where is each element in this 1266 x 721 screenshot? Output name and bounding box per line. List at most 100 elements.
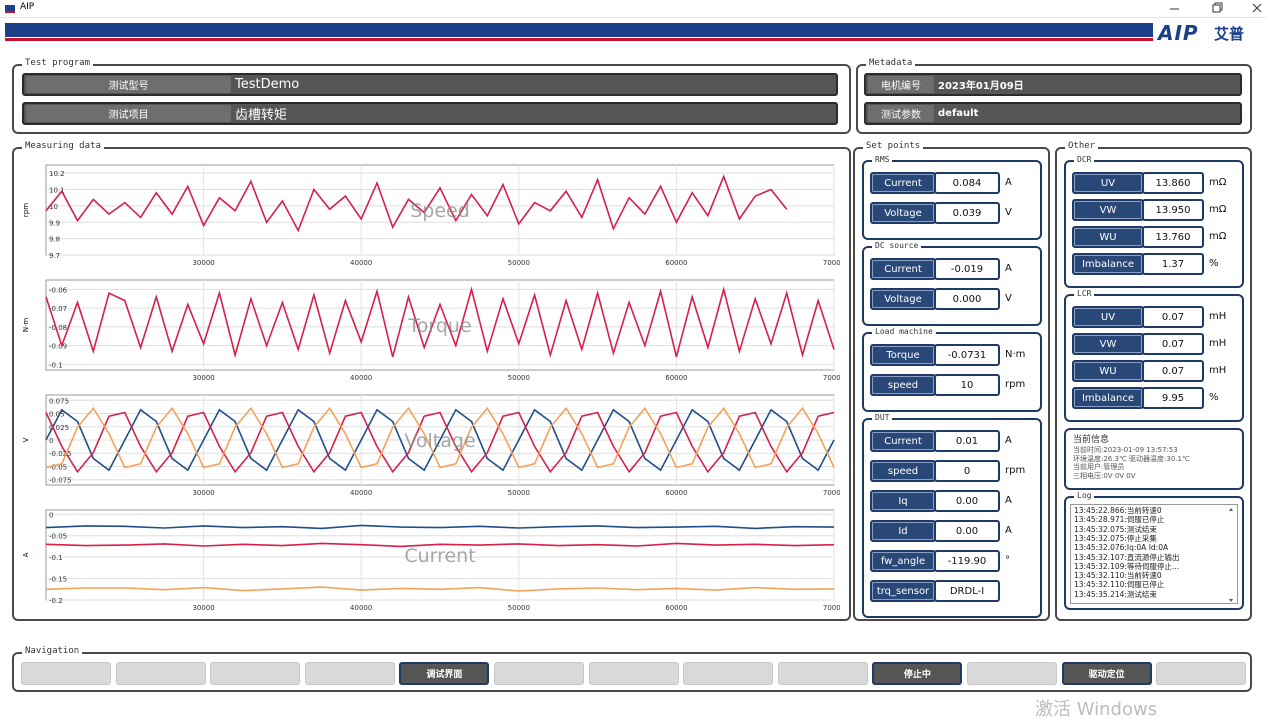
value-unit: mH [1209, 365, 1227, 376]
nav-button[interactable]: 调试界面 [399, 662, 490, 685]
x-tick-label: 40000 [350, 259, 372, 267]
chart-watermark: Current [404, 545, 475, 567]
series-line [45, 408, 835, 472]
value-box: -0.0731 [934, 344, 1000, 366]
nav-button[interactable]: 驱动定位 [1061, 662, 1152, 685]
nav-button [115, 662, 206, 685]
other-panel: Other DCR UV 13.860 mΩ VW 13.950 mΩ WU 13.760 mΩ Im… [1055, 141, 1252, 621]
value-unit: N·m [1005, 349, 1026, 360]
group-title: LCR [1074, 289, 1095, 298]
panel-title: Test program [22, 58, 94, 68]
log-line: 13:45:35.214:测试结束 [1074, 589, 1157, 599]
group-box: RMS Current 0.084 A Voltage 0.039 V [862, 155, 1042, 240]
log-line: 13:45:32.110:当前转速0 [1074, 571, 1162, 581]
scrollbar[interactable] [1227, 507, 1235, 603]
value-label: Iq [870, 490, 936, 512]
y-tick-label: 0.025 [49, 424, 69, 432]
y-tick-label: 0.075 [49, 397, 69, 405]
nav-button[interactable]: 停止中 [872, 662, 963, 685]
group-title: DCR [1074, 155, 1095, 164]
window-controls[interactable] [1160, 0, 1266, 18]
info-box: 当前信息 当前时间:2023-01-09 13:57:53 环境温度:26.3℃ 驱… [1064, 428, 1244, 490]
log-box: Log 13:45:22.866:当前转速0 13:45:28.971:伺服已停止 1… [1064, 491, 1244, 610]
value-box: 0.00 [934, 490, 1000, 512]
info-line: 当前用户:管理员 [1073, 463, 1125, 471]
value-unit: A [1005, 177, 1012, 188]
nav-button [683, 662, 774, 685]
plot-area [45, 164, 835, 256]
y-tick-label: -0.025 [49, 450, 72, 458]
field-value: default [938, 108, 979, 119]
group-box: DCR UV 13.860 mΩ VW 13.950 mΩ WU 13.760 mΩ Imbalan… [1064, 155, 1244, 288]
value-unit: A [1005, 263, 1012, 274]
series-line [45, 411, 835, 474]
value-label: WU [1072, 360, 1144, 382]
field-row: 测试项目 齿槽转矩 [22, 102, 838, 125]
series-line [45, 406, 835, 469]
value-label: speed [870, 460, 936, 482]
nav-button [777, 662, 868, 685]
field-row: 测试型号 TestDemo [22, 73, 838, 96]
plot-area [45, 509, 835, 601]
y-axis-label: rpm [22, 203, 30, 217]
value-box: 9.95 [1142, 387, 1204, 409]
y-tick-label: -0.2 [49, 597, 63, 605]
title-bar: AIP [0, 0, 1266, 18]
field-value: TestDemo [235, 77, 300, 92]
x-tick-label: 60000 [665, 489, 687, 497]
value-label: VW [1072, 333, 1144, 355]
group-title: RMS [872, 155, 893, 164]
value-unit: ° [1005, 555, 1010, 566]
log-line: 13:45:32.109:等待伺服停止... [1074, 561, 1180, 571]
y-tick-label: -0.075 [49, 477, 72, 485]
value-box: 0.07 [1142, 306, 1204, 328]
x-tick-label: 30000 [192, 259, 214, 267]
x-tick-label: 70000 [823, 374, 840, 382]
value-unit: V [1005, 293, 1012, 304]
log-line: 13:45:32.107:直流源停止输出 [1074, 552, 1180, 562]
field-label: 测试项目 [26, 105, 231, 122]
value-label: UV [1072, 306, 1144, 328]
metadata-panel: Metadata 电机编号 2023年01月09日 测试参数 default [856, 58, 1252, 134]
value-box: 13.760 [1142, 226, 1204, 248]
x-tick-label: 40000 [350, 489, 372, 497]
value-label: VW [1072, 199, 1144, 221]
field-value: 2023年01月09日 [938, 81, 1024, 92]
nav-button [967, 662, 1057, 685]
group-title: DUT [872, 413, 893, 422]
chart: 0.075 0.05 0.025 0 -0.025 -0.05 -0.075 30000 400… [22, 394, 840, 497]
value-label: UV [1072, 172, 1144, 194]
info-title: 当前信息 [1073, 435, 1110, 445]
x-tick-label: 70000 [823, 489, 840, 497]
y-tick-label: 10.2 [49, 170, 65, 178]
value-unit: mH [1209, 311, 1227, 322]
value-box: 0.000 [934, 288, 1000, 310]
x-tick-label: 60000 [665, 604, 687, 612]
value-label: Torque [870, 344, 936, 366]
info-line: 三相电压:0V 0V 0V [1073, 471, 1136, 480]
series-line [45, 542, 835, 548]
y-tick-label: 0 [49, 437, 53, 445]
nav-button [588, 662, 679, 685]
chart: -0.06 -0.07 -0.08 -0.09 -0.1 30000 40000 50000 6… [22, 279, 840, 382]
x-tick-label: 40000 [350, 604, 372, 612]
value-label: trq_sensor [870, 580, 936, 602]
field-row: 电机编号 2023年01月09日 [864, 73, 1242, 96]
test-program-panel: Test program 测试型号 TestDemo 测试项目 齿槽转矩 [12, 58, 851, 134]
value-label: WU [1072, 226, 1144, 248]
log-line: 13:45:22.866:当前转速0 [1074, 506, 1162, 515]
y-axis-label: A [22, 552, 30, 557]
x-tick-label: 50000 [508, 374, 530, 382]
series-line [45, 286, 835, 359]
y-tick-label: -0.07 [49, 305, 67, 313]
x-tick-label: 70000 [823, 604, 840, 612]
field-label: 电机编号 [868, 76, 934, 93]
panel-title: Navigation [22, 646, 83, 656]
y-tick-label: -0.1 [49, 554, 63, 562]
x-tick-label: 50000 [508, 489, 530, 497]
value-unit: % [1209, 392, 1219, 403]
value-box: -119.90 [934, 550, 1000, 572]
log-line: 13:45:32.075:测试结束 [1074, 524, 1157, 534]
y-tick-label: 10 [49, 203, 58, 211]
x-tick-label: 50000 [508, 604, 530, 612]
